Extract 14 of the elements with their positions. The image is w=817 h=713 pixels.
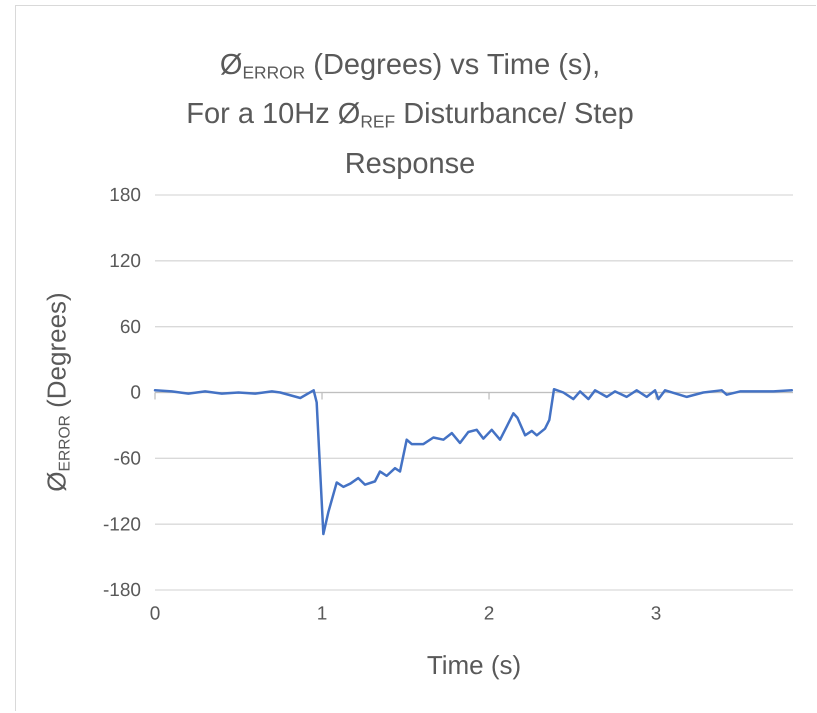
y-tick-label: -60 xyxy=(114,448,141,470)
chart-title: Ø$_{ERROR}$ (Degrees) vs Time (s), For a 10Hz Ø$_{REF}$ Disturbance/ Step Response xyxy=(185,48,635,182)
y-tick-label: 120 xyxy=(109,250,141,272)
x-tick-label: 0 xyxy=(150,603,160,624)
y-tick-label: -120 xyxy=(102,514,141,536)
x-tick-label: 3 xyxy=(650,603,662,624)
y-tick-label: 0 xyxy=(130,382,141,404)
x-axis-title: Time (s) xyxy=(426,650,522,681)
x-tick-label: 1 xyxy=(316,603,328,624)
x-tick-label: 2 xyxy=(484,603,494,624)
y-tick-label: 60 xyxy=(120,316,141,338)
line-series xyxy=(154,388,794,536)
y-tick-label: 180 xyxy=(109,185,141,206)
y-tick-label: -180 xyxy=(102,580,141,602)
